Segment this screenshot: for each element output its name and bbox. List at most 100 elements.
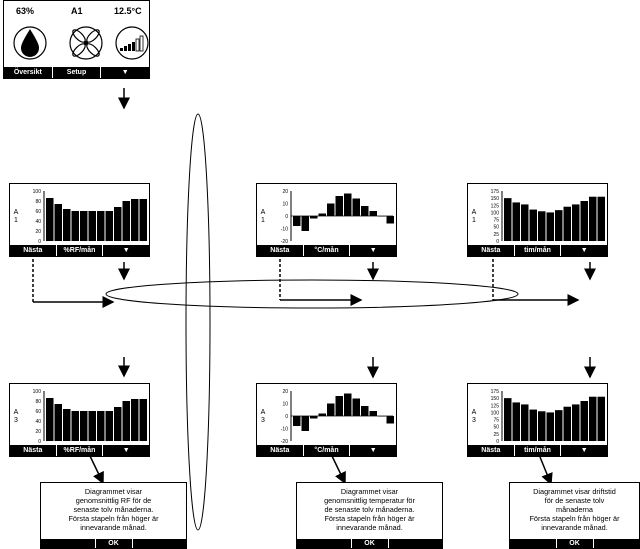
unit-label: A1 (71, 6, 83, 16)
y-tick-label: -10 (281, 227, 288, 233)
y-tick-label: 125 (491, 203, 500, 209)
bar (512, 202, 520, 241)
ok-button[interactable]: OK (350, 539, 389, 548)
main-icons (13, 26, 149, 60)
bar (105, 411, 113, 441)
arrow-info (89, 455, 104, 485)
down-button[interactable]: ▼ (560, 245, 607, 256)
down-button[interactable]: ▼ (560, 445, 607, 456)
bar (572, 204, 580, 241)
chart-menu-bar: Nästa tim/mån ▼ (468, 445, 607, 456)
temperature-value: 12.5°C (114, 6, 142, 16)
y-tick-label: 150 (491, 196, 500, 202)
unit-menu[interactable]: tim/mån (513, 445, 561, 456)
chart-screen-temp-a3: A 3 20 10 0 -10 -20 Nästa °C/mån ▼ (256, 383, 397, 457)
unit-menu[interactable]: %RF/mån (55, 445, 103, 456)
chart-screen-tim-a1: A 1 175 150 125 100 75 50 25 0 Nästa tim/mån ▼ (467, 183, 608, 257)
bar (580, 401, 588, 441)
down-button[interactable]: ▼ (349, 245, 396, 256)
bar-chart: 100 80 60 40 20 0 (33, 189, 147, 245)
y-tick-label: 10 (282, 402, 288, 408)
unit-menu[interactable]: tim/mån (513, 245, 561, 256)
bar (114, 207, 122, 241)
y-tick-label: 0 (38, 239, 41, 245)
bar (46, 198, 54, 241)
chart-menu-bar: Nästa °C/mån ▼ (257, 245, 396, 256)
humidity-value: 63% (16, 6, 35, 16)
down-button[interactable]: ▼ (102, 245, 149, 256)
next-button[interactable]: Nästa (23, 247, 43, 254)
unit-menu[interactable]: °C/mån (302, 445, 350, 456)
y-tick-label: 80 (35, 399, 41, 405)
bar (97, 211, 105, 241)
unit-label: A 1 (13, 209, 19, 224)
menu-setup-button[interactable]: Setup (51, 67, 101, 78)
fan-icon (69, 26, 103, 60)
y-tick-label: 80 (35, 199, 41, 205)
bar (529, 209, 537, 241)
next-button[interactable]: Nästa (270, 447, 290, 454)
y-tick-label: 75 (493, 218, 499, 224)
unit-label: A 3 (260, 409, 266, 424)
main-screen: 63% A1 12.5°C Översikt Setup ▼ (3, 0, 150, 79)
menu-down-button[interactable]: ▼ (100, 67, 149, 78)
bar (504, 198, 512, 241)
y-tick-label: 100 (33, 189, 42, 195)
y-tick-label: 150 (491, 396, 500, 402)
chart-screen-temp-a1: A 1 20 10 0 -10 -20 Nästa °C/mån ▼ (256, 183, 397, 257)
y-tick-label: 0 (496, 239, 499, 245)
bar (378, 416, 386, 417)
ok-button[interactable]: OK (555, 539, 594, 548)
y-tick-label: 60 (35, 409, 41, 415)
next-button[interactable]: Nästa (481, 447, 501, 454)
bar (589, 396, 597, 441)
y-tick-label: 75 (493, 418, 499, 424)
menu-oversikt-button[interactable]: Översikt (13, 69, 42, 76)
y-tick-label: 10 (282, 202, 288, 208)
chart-screen-tim-a3: A 3 175 150 125 100 75 50 25 0 Nästa tim/mån ▼ (467, 383, 608, 457)
bar (344, 193, 352, 216)
bar (597, 396, 605, 441)
down-button[interactable]: ▼ (349, 445, 396, 456)
unit-menu[interactable]: °C/mån (302, 245, 350, 256)
bar (97, 411, 105, 441)
y-tick-label: -20 (281, 439, 288, 445)
bar (327, 403, 335, 416)
temperature-level-icon (115, 26, 149, 60)
unit-menu[interactable]: %RF/mån (55, 245, 103, 256)
unit-label: A 3 (13, 409, 19, 424)
info-ok-bar (297, 539, 442, 548)
unit-label: A 1 (260, 209, 266, 224)
y-tick-label: 40 (35, 419, 41, 425)
chart-menu-bar: Nästa %RF/mån ▼ (10, 245, 149, 256)
y-tick-label: 100 (491, 410, 500, 416)
bar (71, 411, 79, 441)
chart-screen-rf-a1: A 1 100 80 60 40 20 0 Nästa %RF/mån ▼ (9, 183, 150, 257)
next-button[interactable]: Nästa (481, 247, 501, 254)
ok-button[interactable]: OK (94, 539, 133, 548)
info-box-rf: Diagrammet visar genomsnittlig RF för de… (40, 482, 187, 549)
bar (521, 204, 529, 241)
arrow-info (331, 455, 346, 485)
bar (335, 396, 343, 416)
bar (378, 216, 386, 217)
bar (63, 409, 71, 441)
arrow-info (539, 456, 553, 486)
next-button[interactable]: Nästa (270, 247, 290, 254)
bar (301, 416, 309, 431)
bar (54, 204, 62, 241)
bar (597, 196, 605, 241)
chart-menu-bar: Nästa °C/mån ▼ (257, 445, 396, 456)
down-button[interactable]: ▼ (102, 445, 149, 456)
y-tick-label: 40 (35, 219, 41, 225)
y-tick-label: -10 (281, 427, 288, 433)
bar (546, 412, 554, 441)
cycle-ellipse-horizontal (105, 279, 519, 309)
bar (318, 413, 326, 416)
next-button[interactable]: Nästa (23, 447, 43, 454)
y-tick-label: 0 (285, 214, 288, 220)
bar (344, 393, 352, 416)
